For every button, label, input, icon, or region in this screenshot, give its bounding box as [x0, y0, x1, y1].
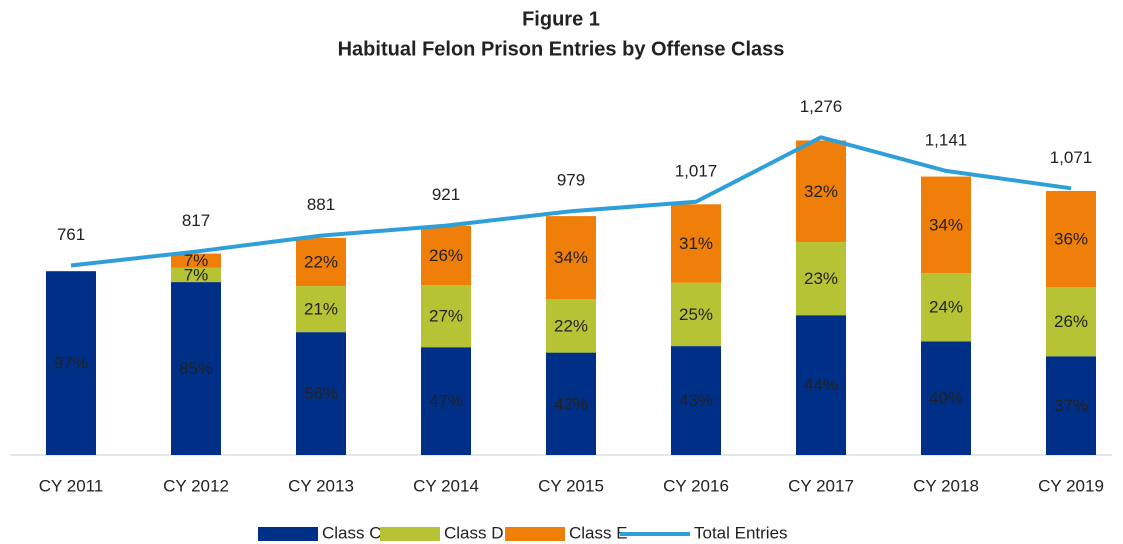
data-label: 7% [184, 265, 209, 284]
bar-segment [671, 346, 721, 455]
data-label: 27% [429, 307, 463, 326]
legend-label: Class C [322, 523, 382, 542]
legend-label: Total Entries [694, 523, 788, 542]
legend-label: Class E [569, 523, 628, 542]
total-label: 1,017 [675, 161, 718, 180]
bar-segment [296, 332, 346, 455]
bar-segment [46, 271, 96, 455]
x-tick-label: CY 2014 [413, 476, 479, 495]
data-label: 47% [429, 392, 463, 411]
data-label: 36% [1054, 229, 1088, 248]
bar-segment [171, 267, 221, 283]
bar-segment [796, 242, 846, 316]
data-label: 85% [179, 359, 213, 378]
bar-segment [421, 225, 471, 286]
bar-segment [796, 140, 846, 243]
bar-segment [796, 315, 846, 455]
bar-segment [421, 347, 471, 455]
bar-segment [671, 282, 721, 347]
bar-segment [546, 352, 596, 455]
total-label: 1,276 [800, 97, 843, 116]
data-label: 42% [554, 394, 588, 413]
data-label: 43% [679, 391, 713, 410]
total-label: 761 [57, 225, 85, 244]
total-label: 1,071 [1050, 148, 1093, 167]
chart-subtitle: Habitual Felon Prison Entries by Offense… [338, 38, 785, 60]
total-label: 1,141 [925, 130, 968, 149]
data-label: 34% [929, 215, 963, 234]
bar-segment [921, 273, 971, 342]
bar-segment [921, 176, 971, 274]
data-label: 22% [304, 252, 338, 271]
x-tick-label: CY 2016 [663, 476, 729, 495]
data-label: 26% [429, 246, 463, 265]
data-label: 24% [929, 298, 963, 317]
data-label: 26% [1054, 312, 1088, 331]
bar-segment [296, 286, 346, 333]
bar-segment [296, 237, 346, 287]
x-tick-label: CY 2017 [788, 476, 854, 495]
x-tick-label: CY 2011 [39, 476, 104, 495]
total-line [70, 135, 1072, 268]
bar-segment [421, 285, 471, 348]
x-tick-label: CY 2019 [1038, 476, 1104, 495]
x-tick-label: CY 2012 [163, 476, 229, 495]
legend-swatch [505, 527, 565, 541]
x-tick-label: CY 2013 [288, 476, 354, 495]
legend-swatch [258, 527, 318, 541]
data-label: 97% [54, 354, 88, 373]
data-label: 23% [804, 269, 838, 288]
bar-segment [1046, 286, 1096, 357]
data-label: 25% [679, 305, 713, 324]
data-label: 22% [554, 316, 588, 335]
total-label: 921 [432, 185, 460, 204]
data-label: 37% [1054, 396, 1088, 415]
bar-segment [171, 282, 221, 455]
total-label: 881 [307, 195, 335, 214]
bar-segment [1046, 190, 1096, 287]
bar-segment [921, 341, 971, 455]
data-label: 34% [554, 248, 588, 267]
total-label: 979 [557, 171, 585, 190]
data-label: 44% [804, 376, 838, 395]
data-label: 7% [184, 251, 209, 270]
x-tick-label: CY 2018 [913, 476, 979, 495]
total-label: 817 [182, 211, 210, 230]
bar-segment [1046, 356, 1096, 455]
bar-segment [546, 298, 596, 353]
legend-label: Class D [444, 523, 504, 542]
bar-segment [546, 216, 596, 299]
chart-title: Figure 1 [522, 8, 600, 30]
data-label: 32% [804, 182, 838, 201]
data-label: 56% [304, 384, 338, 403]
bar-segment [671, 204, 721, 283]
bar-segment [171, 253, 221, 268]
data-label: 21% [304, 300, 338, 319]
x-tick-label: CY 2015 [538, 476, 604, 495]
data-label: 31% [679, 234, 713, 253]
data-label: 40% [929, 389, 963, 408]
legend-swatch [380, 527, 440, 541]
